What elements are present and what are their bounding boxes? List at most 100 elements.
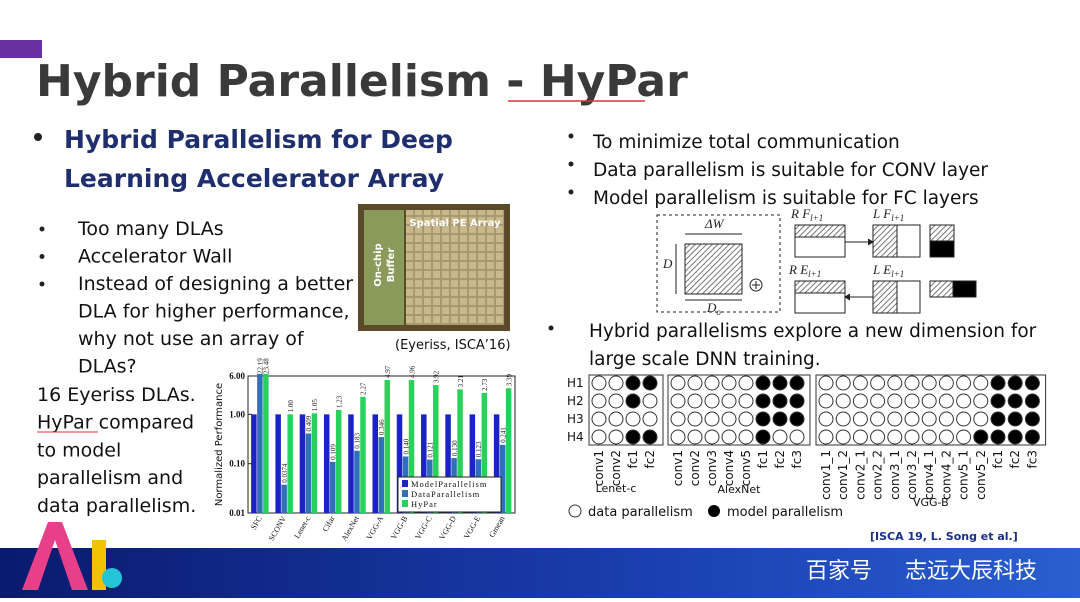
- bullet-text: Hybrid parallelisms explore a new dimens…: [589, 321, 1037, 342]
- value-label: 3.21: [457, 375, 465, 388]
- bar: [445, 414, 451, 513]
- parallelism-dot: [687, 375, 703, 391]
- y-tick-label: 0.01: [229, 508, 245, 518]
- parallelism-dot: [870, 411, 886, 427]
- parallelism-dot: [956, 429, 972, 445]
- parallelism-dot: [789, 411, 805, 427]
- layer-label: conv2: [609, 450, 623, 486]
- parallelism-dot: [818, 393, 834, 409]
- legend-dot: [708, 505, 720, 517]
- value-label: 2.27: [360, 382, 368, 395]
- diagram-label-sub: l+1: [891, 213, 904, 223]
- diagram-label: D: [662, 256, 673, 271]
- watermark: 志远大辰科技: [905, 559, 1037, 584]
- net-name: Lenet-c: [596, 482, 637, 495]
- parallelism-dot: [921, 429, 937, 445]
- bullet: [34, 133, 42, 141]
- parallelism-dot: [956, 411, 972, 427]
- layer-label: conv2_1: [853, 450, 867, 500]
- bars: [251, 374, 512, 513]
- bullet: [568, 189, 574, 195]
- photo-label: Spatial PE Array: [409, 218, 501, 229]
- layer-label: conv5_1: [957, 450, 971, 500]
- bar: [311, 413, 318, 513]
- bullet: [568, 133, 574, 139]
- parallelism-dot: [852, 411, 868, 427]
- parallelism-dot: [938, 411, 954, 427]
- parallelism-dot: [772, 375, 788, 391]
- value-label: 22.19: [257, 358, 265, 374]
- parallelism-dot: [904, 411, 920, 427]
- parallelism-dot: [721, 375, 737, 391]
- parallelism-dot: [1007, 393, 1023, 409]
- bullet-text: Data parallelism is suitable for CONV la…: [593, 160, 988, 181]
- parallelism-dot: [835, 429, 851, 445]
- parallelism-dot: [772, 393, 788, 409]
- bullet-text: Model parallelism is suitable for FC lay…: [593, 188, 979, 209]
- x-tick-label: Gmean: [487, 515, 506, 540]
- parallelism-dot: [721, 393, 737, 409]
- parallelism-dot: [904, 429, 920, 445]
- bullet: [39, 281, 45, 287]
- legend-swatch: [402, 490, 408, 497]
- diagram-label: Do: [706, 300, 721, 317]
- parallelism-dot: [687, 411, 703, 427]
- parallelism-dot: [1024, 393, 1040, 409]
- bullet-text: Too many DLAs: [77, 218, 224, 240]
- parallelism-dot: [721, 411, 737, 427]
- y-axis-label: Normalized Performance: [214, 383, 225, 506]
- parallelism-dot: [789, 375, 805, 391]
- bullet-text: why not use an array of: [78, 328, 305, 350]
- parallelism-dot: [591, 411, 607, 427]
- y-tick-label: 1.00: [229, 409, 245, 419]
- parallelism-dot: [608, 375, 624, 391]
- parallelism-dot: [591, 375, 607, 391]
- layer-label: fc2: [643, 450, 657, 468]
- bullet-text: To minimize total communication: [592, 132, 900, 153]
- partition-diagram: [656, 214, 977, 314]
- layer-label: fc1: [991, 450, 1005, 468]
- parallelism-dot: [789, 393, 805, 409]
- photo-label: On-chip: [373, 243, 384, 286]
- accent-bar: [0, 40, 42, 58]
- bar: [457, 389, 463, 513]
- bar: [348, 414, 354, 513]
- row-label: H3: [567, 412, 584, 426]
- legend-swatch: [402, 500, 408, 507]
- parallelism-dot: [608, 429, 624, 445]
- bar: [499, 444, 506, 513]
- bar: [287, 414, 293, 513]
- parallelism-dot: [904, 393, 920, 409]
- bar: [323, 414, 330, 513]
- heading: Hybrid Parallelism for Deep: [64, 125, 453, 154]
- diagram-label-main: L E: [872, 262, 891, 277]
- value-label: 0.121: [427, 441, 435, 457]
- diagram-label-sub: l+1: [891, 269, 904, 279]
- parallelism-dot: [642, 375, 658, 391]
- parallelism-dot: [772, 429, 788, 445]
- legend-dot: [568, 504, 582, 518]
- layer-label: fc1: [626, 450, 640, 468]
- x-tick-label: SFC: [249, 515, 264, 532]
- parallelism-dot: [835, 375, 851, 391]
- legend-text: data parallelism: [588, 505, 693, 520]
- x-tick-label: VGG-C: [413, 515, 433, 541]
- x-tick-label: AlexNet: [340, 514, 362, 543]
- parallelism-dot: [990, 411, 1006, 427]
- bar: [275, 414, 281, 513]
- value-label: 0.130: [451, 440, 459, 456]
- layer-label: conv1: [671, 450, 685, 486]
- parallelism-dot: [625, 393, 641, 409]
- x-tick-label: VGG-B: [389, 515, 409, 541]
- value-label: 0.0374: [281, 463, 289, 483]
- bar: [421, 414, 427, 513]
- parallelism-dot: [1024, 429, 1040, 445]
- bar: [493, 414, 500, 513]
- y-tick-label: 0.10: [229, 459, 245, 469]
- parallelism-dot: [1024, 411, 1040, 427]
- parallelism-dot: [591, 393, 607, 409]
- parallelism-dot: [755, 375, 771, 391]
- layer-label: fc1: [756, 450, 770, 468]
- layer-label: conv3_2: [905, 450, 919, 500]
